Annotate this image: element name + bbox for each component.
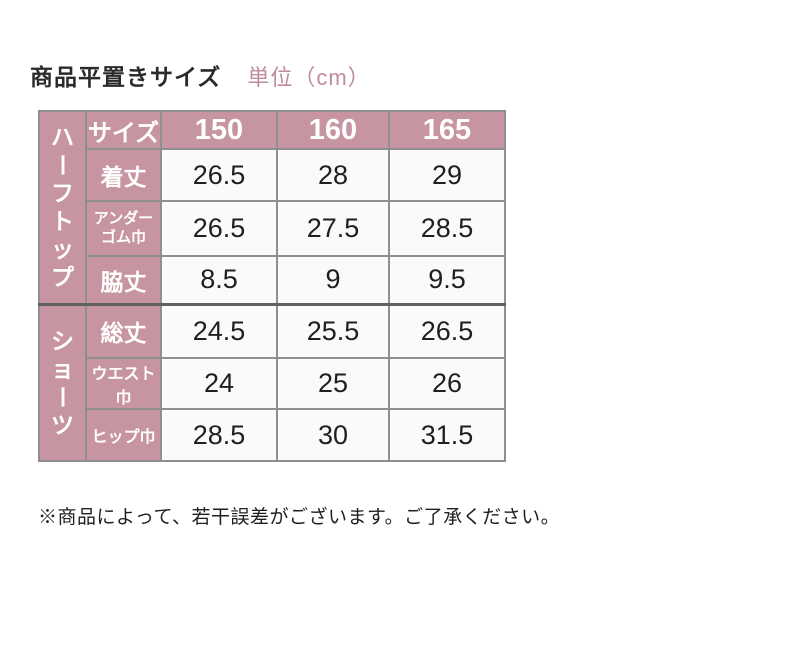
table-row: 脇丈 8.5 9 9.5 [39, 255, 506, 305]
row-label-total-length: 総丈 [85, 302, 162, 359]
cell-side-length-165: 9.5 [388, 255, 506, 305]
page-title-row: 商品平置きサイズ 単位（cm） [30, 58, 371, 92]
cell-side-length-160: 9 [276, 255, 390, 305]
column-header-150: 150 [160, 110, 278, 150]
cell-hip-165: 31.5 [388, 408, 506, 462]
table-row: ショーツ 総丈 24.5 25.5 26.5 [38, 302, 506, 462]
cell-body-length-150: 26.5 [160, 148, 278, 202]
column-header-size: サイズ [85, 110, 162, 150]
cell-under-elastic-160: 27.5 [276, 200, 390, 257]
cell-waist-160: 25 [276, 357, 390, 410]
column-header-160: 160 [276, 110, 390, 150]
table-row: ウエスト巾 24 25 26 [39, 357, 506, 410]
cell-under-elastic-165: 28.5 [388, 200, 506, 257]
table-row: アンダー ゴム巾 26.5 27.5 28.5 [39, 200, 506, 257]
cell-waist-150: 24 [160, 357, 278, 410]
cell-under-elastic-150: 26.5 [160, 200, 278, 257]
cell-body-length-165: 29 [388, 148, 506, 202]
cell-hip-150: 28.5 [160, 408, 278, 462]
disclaimer-note: ※商品によって、若干誤差がございます。ご了承ください。 [38, 507, 561, 528]
table-row: ヒップ巾 28.5 30 31.5 [39, 408, 506, 462]
table-row: 着丈 26.5 28 29 [39, 148, 506, 202]
cell-total-length-150: 24.5 [160, 302, 278, 359]
row-label-hip-width: ヒップ巾 [85, 408, 162, 462]
row-label-under-elastic-width: アンダー ゴム巾 [85, 200, 162, 257]
cell-total-length-165: 26.5 [388, 302, 506, 359]
row-label-side-length: 脇丈 [85, 255, 162, 305]
cell-waist-165: 26 [388, 357, 506, 410]
group-label-shorts: ショーツ [38, 302, 87, 462]
row-label-waist-width: ウエスト巾 [85, 357, 162, 410]
group-label-halftop: ハーフトップ [38, 110, 87, 305]
cell-side-length-150: 8.5 [160, 255, 278, 305]
size-table: ハーフトップ サイズ 150 160 165 着丈 26.5 28 29 アンダ… [38, 110, 506, 462]
cell-total-length-160: 25.5 [276, 302, 390, 359]
cell-hip-160: 30 [276, 408, 390, 462]
row-label-body-length: 着丈 [85, 148, 162, 202]
page-title: 商品平置きサイズ [30, 64, 222, 90]
unit-label: 単位（cm） [247, 65, 371, 90]
cell-body-length-160: 28 [276, 148, 390, 202]
column-header-165: 165 [388, 110, 506, 150]
